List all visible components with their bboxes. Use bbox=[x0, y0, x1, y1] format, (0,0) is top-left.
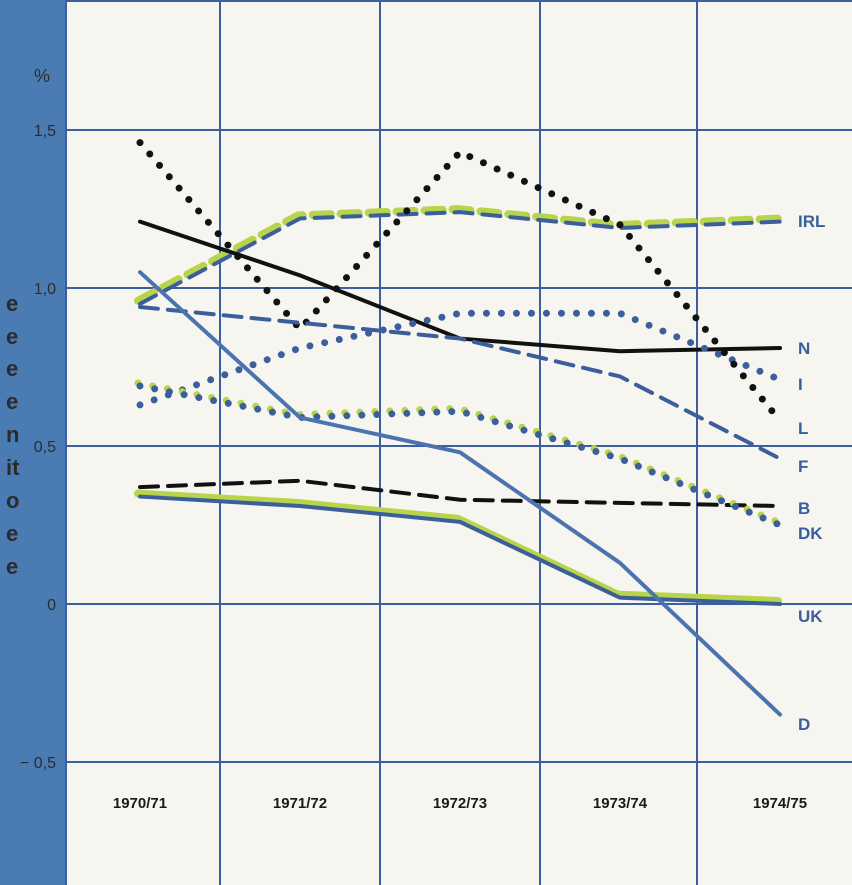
y-tick-label: 0 bbox=[47, 597, 56, 614]
series-line bbox=[138, 210, 782, 306]
x-tick-label: 1971/72 bbox=[273, 795, 327, 812]
y-axis-ticks: 1,5 1,0 0,5 0 − 0,5 bbox=[20, 123, 56, 772]
series-highlight-line bbox=[134, 489, 782, 605]
series-line bbox=[138, 304, 782, 461]
side-band-fragment: e bbox=[6, 291, 18, 316]
series-line bbox=[138, 478, 782, 509]
x-tick-label: 1972/73 bbox=[433, 795, 487, 812]
series-label-dk: DK bbox=[798, 524, 823, 543]
y-tick-label: 1,5 bbox=[34, 123, 56, 140]
side-band-fragment: it bbox=[6, 455, 20, 480]
gridlines bbox=[65, 0, 852, 885]
side-band-fragment: o bbox=[6, 488, 19, 513]
y-tick-label: 0,5 bbox=[34, 439, 56, 456]
series-line bbox=[138, 219, 782, 354]
series-d bbox=[138, 270, 782, 717]
x-tick-label: 1970/71 bbox=[113, 795, 167, 812]
series-uk bbox=[134, 489, 782, 606]
series-label-f: F bbox=[798, 457, 808, 476]
series-group bbox=[134, 139, 784, 717]
series-highlight-line bbox=[134, 205, 782, 305]
x-tick-label: 1973/74 bbox=[593, 795, 648, 812]
y-tick-label: 1,0 bbox=[34, 281, 56, 298]
series-label-i: I bbox=[798, 375, 803, 394]
side-band-fragment: n bbox=[6, 422, 19, 447]
side-band-fragment: e bbox=[6, 389, 18, 414]
series-irl bbox=[134, 205, 782, 306]
x-axis-ticks: 1970/71 1971/72 1972/73 1973/74 1974/75 bbox=[113, 795, 807, 812]
series-line bbox=[138, 494, 782, 606]
side-band-fragment: e bbox=[6, 324, 18, 349]
series-b bbox=[138, 478, 782, 509]
series-line bbox=[138, 270, 782, 717]
series-label-n: N bbox=[798, 339, 810, 358]
side-band-fragment: e bbox=[6, 554, 18, 579]
series-line bbox=[136, 139, 784, 425]
left-blue-band bbox=[0, 0, 66, 885]
series-label-d: D bbox=[798, 715, 810, 734]
x-tick-label: 1974/75 bbox=[753, 795, 807, 812]
series-f bbox=[138, 304, 782, 461]
y-tick-label: − 0,5 bbox=[20, 755, 56, 772]
series-labels: IRL NI LF B DK UK D bbox=[798, 212, 825, 734]
series-label-irl: IRL bbox=[798, 212, 825, 231]
series-n bbox=[138, 219, 782, 354]
side-band-fragment: e bbox=[6, 521, 18, 546]
series-label-l: L bbox=[798, 419, 808, 438]
series-label-uk: UK bbox=[798, 607, 823, 626]
y-unit-label: % bbox=[34, 66, 50, 86]
series-l bbox=[136, 139, 784, 425]
side-band-fragment: e bbox=[6, 356, 18, 381]
series-label-b: B bbox=[798, 499, 810, 518]
